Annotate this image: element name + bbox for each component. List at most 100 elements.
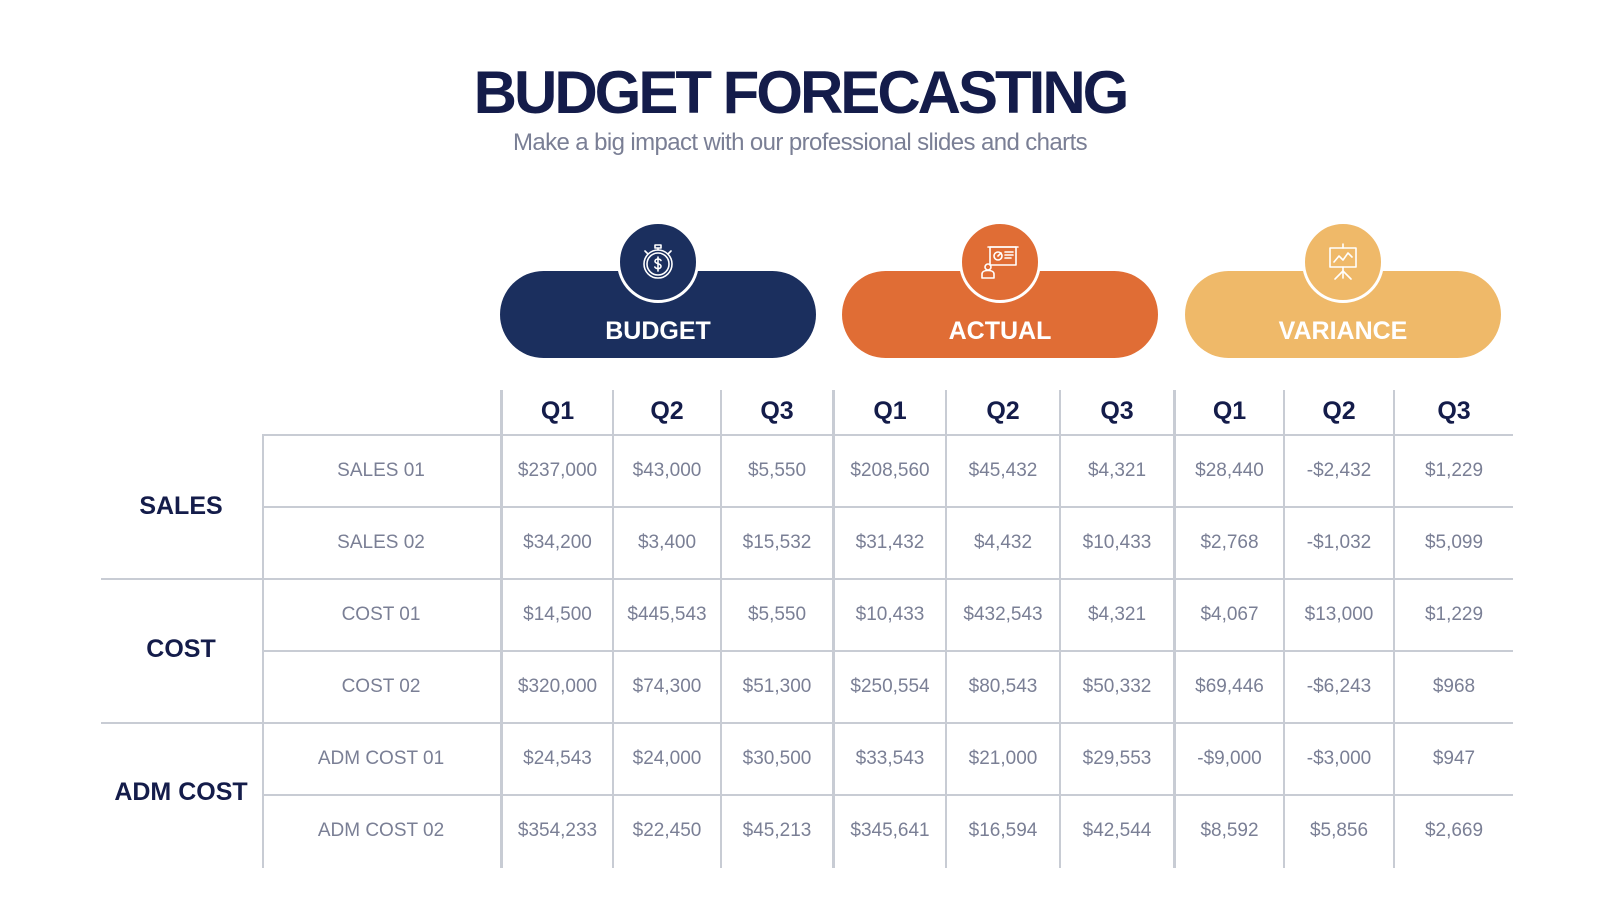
table-cell: $445,543 (627, 604, 707, 625)
section-variance-label: VARIANCE (1278, 317, 1408, 345)
quarter-header: Q3 (1437, 397, 1471, 425)
section-actual-label: ACTUAL (948, 317, 1052, 345)
table-cell: $354,233 (517, 820, 598, 841)
grid-line (832, 390, 835, 868)
row-label: ADM COST 01 (317, 748, 445, 769)
table-cell: $5,099 (1424, 532, 1484, 553)
table-cell: $69,446 (1195, 676, 1264, 697)
table-cell: $5,856 (1309, 820, 1369, 841)
grid-line (262, 436, 264, 868)
grid-line (1173, 390, 1176, 868)
grid-line (101, 578, 1513, 580)
table-cell: $74,300 (632, 676, 702, 697)
table-cell: $13,000 (1304, 604, 1374, 625)
table-cell: $14,500 (523, 604, 592, 625)
actual-badge (959, 221, 1041, 303)
chart-easel-icon (1329, 243, 1357, 280)
table-cell: $2,669 (1424, 820, 1484, 841)
table-cell: $2,768 (1200, 532, 1259, 553)
table-cell: $28,440 (1195, 460, 1264, 481)
row-label: COST 01 (341, 604, 421, 625)
section-budget-label: BUDGET (605, 317, 711, 345)
table-cell: $22,450 (632, 820, 702, 841)
grid-line (262, 650, 1513, 652)
table-cell: $16,594 (968, 820, 1038, 841)
table-cell: $5,550 (747, 604, 807, 625)
grid-line (1059, 390, 1061, 868)
table-cell: $50,332 (1082, 676, 1152, 697)
table-cell: $968 (1432, 676, 1476, 697)
quarter-header: Q2 (1322, 397, 1356, 425)
grid-line (1393, 390, 1395, 868)
group-label-cost: COST (146, 635, 216, 663)
table-cell: -$1,032 (1306, 532, 1372, 553)
quarter-header: Q1 (540, 397, 575, 425)
quarter-header: Q2 (650, 397, 684, 425)
table-cell: $947 (1432, 748, 1476, 769)
table-cell: $31,432 (855, 532, 925, 553)
grid-line (612, 390, 614, 868)
table-cell: $1,229 (1424, 604, 1484, 625)
table-cell: $1,229 (1424, 460, 1484, 481)
table-cell: $24,000 (632, 748, 702, 769)
table-cell: $432,543 (963, 604, 1043, 625)
group-label-sales: SALES (139, 492, 223, 520)
table-cell: $4,321 (1087, 460, 1147, 481)
table-cell: -$3,000 (1306, 748, 1372, 769)
table-cell: $320,000 (517, 676, 598, 697)
page-title: BUDGET FORECASTING (473, 59, 1130, 126)
table-cell: -$2,432 (1306, 460, 1372, 481)
table-cell: $51,300 (742, 676, 812, 697)
grid-line (262, 794, 1513, 796)
table-cell: $43,000 (632, 460, 702, 481)
variance-badge (1302, 221, 1384, 303)
quarter-header: Q2 (986, 397, 1020, 425)
table-cell: $4,321 (1087, 604, 1147, 625)
group-label-adm-cost: ADM COST (114, 778, 248, 806)
table-cell: $24,543 (523, 748, 592, 769)
table-cell: $15,532 (742, 532, 812, 553)
row-label: SALES 01 (337, 460, 425, 481)
table-cell: $30,500 (742, 748, 812, 769)
table-cell: $8,592 (1200, 820, 1259, 841)
table-cell: $5,550 (747, 460, 807, 481)
row-label: SALES 02 (337, 532, 425, 553)
grid-line (1283, 390, 1285, 868)
table-cell: $250,554 (850, 676, 930, 697)
row-label: COST 02 (341, 676, 421, 697)
table-cell: $80,543 (968, 676, 1038, 697)
table-cell: $10,433 (1082, 532, 1152, 553)
row-label: ADM COST 02 (317, 820, 445, 841)
grid-line (262, 506, 1513, 508)
section-actual: ACTUAL (842, 271, 1158, 358)
grid-line (500, 390, 503, 868)
table-cell: $33,543 (855, 748, 925, 769)
presentation-board-icon (981, 246, 1019, 279)
grid-line (262, 434, 1513, 436)
quarter-header: Q3 (760, 397, 794, 425)
table-cell: $4,067 (1200, 604, 1259, 625)
table-cell: $45,432 (968, 460, 1038, 481)
table-cell: -$9,000 (1197, 748, 1262, 769)
table-cell: $10,433 (855, 604, 925, 625)
quarter-header: Q3 (1100, 397, 1134, 425)
table-cell: $345,641 (850, 820, 930, 841)
budget-badge (617, 221, 699, 303)
quarter-header: Q1 (1212, 397, 1247, 425)
table-cell: $237,000 (517, 460, 598, 481)
table-cell: $29,553 (1082, 748, 1152, 769)
table-cell: $45,213 (742, 820, 812, 841)
grid-line (945, 390, 947, 868)
quarter-header: Q1 (873, 397, 907, 425)
table-cell: $4,432 (973, 532, 1033, 553)
table-cell: $208,560 (850, 460, 930, 481)
table-cell: $34,200 (523, 532, 592, 553)
table-cell: $21,000 (968, 748, 1038, 769)
table-cell: $42,544 (1082, 820, 1152, 841)
table-cell: $3,400 (637, 532, 697, 553)
grid-line (101, 722, 1513, 724)
stopwatch-dollar-icon (643, 244, 673, 279)
table-cell: -$6,243 (1306, 676, 1372, 697)
page-subtitle: Make a big impact with our professional … (512, 129, 1088, 156)
grid-line (720, 390, 722, 868)
